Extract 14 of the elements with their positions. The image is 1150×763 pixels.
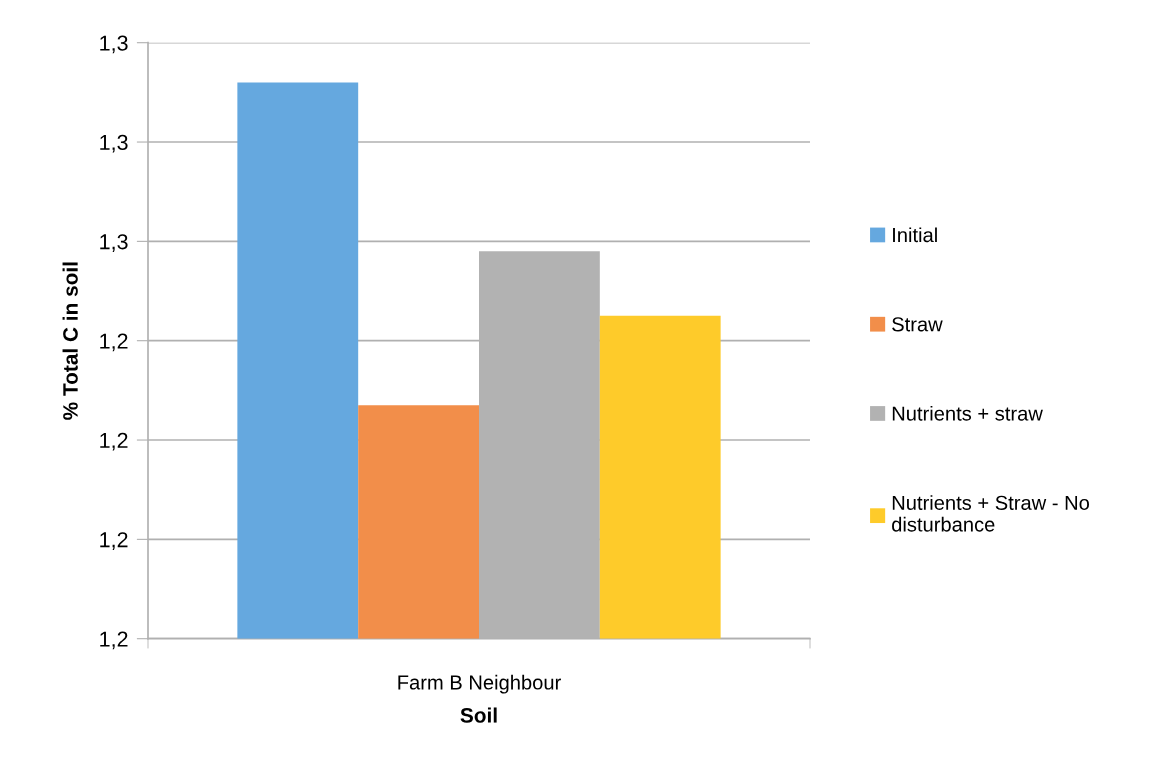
- y-tick-label: 1,3: [100, 234, 128, 252]
- legend-label: Nutrients + straw: [892, 405, 1043, 421]
- legend-label: Nutrients + Straw - No disturbance: [892, 495, 1090, 532]
- legend-label: Initial: [893, 227, 937, 243]
- y-tick-label: 1,2: [100, 631, 128, 650]
- x-tick-label: Farm B Neighbour: [398, 674, 561, 694]
- legend-label: Straw: [892, 317, 943, 332]
- y-tick-label: 1,3: [100, 134, 128, 153]
- y-axis-title: % Total C in soil: [62, 262, 78, 420]
- y-tick-label: 1,2: [100, 432, 128, 451]
- y-tick-label: 1,3: [100, 35, 128, 54]
- y-tick-label: 1,2: [100, 532, 128, 550]
- y-tick-label: 1,2: [100, 333, 128, 352]
- x-axis-title: Soil: [460, 707, 497, 723]
